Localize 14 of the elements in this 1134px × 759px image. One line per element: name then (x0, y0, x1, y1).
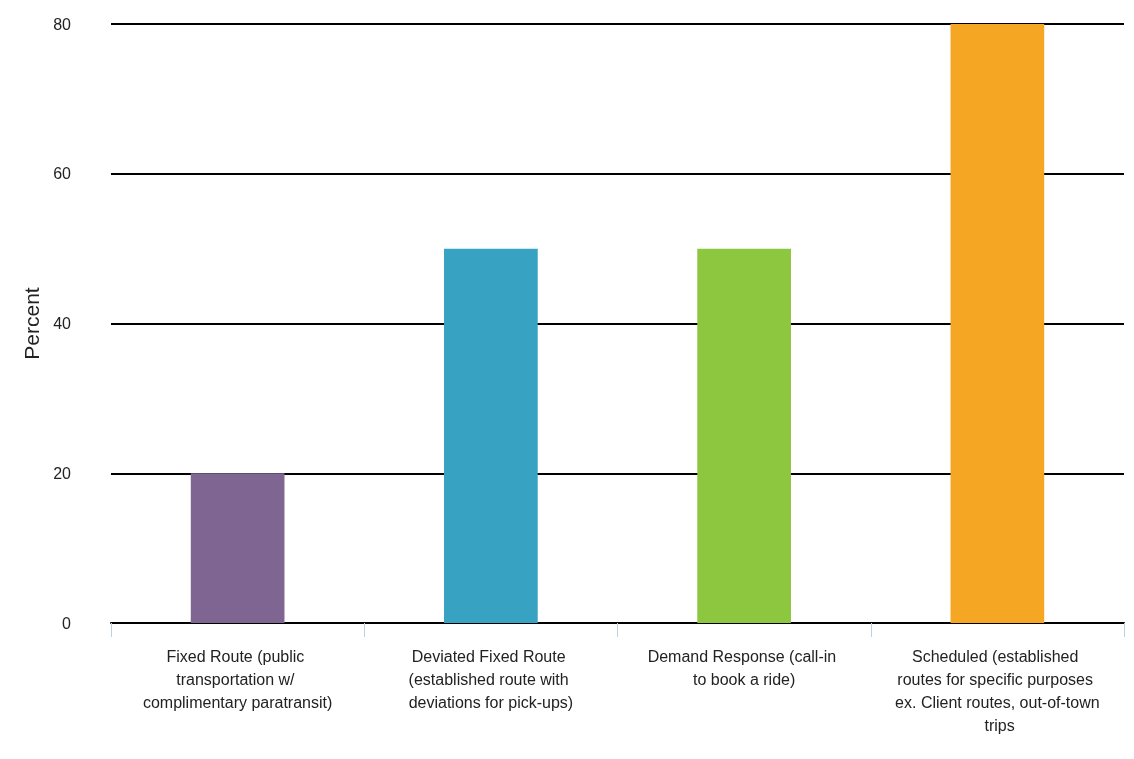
bar (950, 24, 1045, 623)
y-tick-label: 80 (53, 15, 72, 33)
x-tick-label: Deviated Fixed Route (established route with deviations for pick-ups) (408, 648, 574, 711)
y-axis-title: Percent (20, 287, 44, 360)
x-tick-label: Demand Response (call-in to book a ride) (647, 648, 841, 688)
y-tick-label: 0 (62, 614, 72, 632)
y-tick-label: 40 (53, 315, 72, 332)
bar (444, 248, 538, 623)
x-tick-label: Scheduled (established routes for specific purposes ex. Client routes, out-of-town trips (895, 648, 1100, 734)
bar (697, 248, 791, 623)
y-tick-label: 60 (53, 165, 72, 183)
y-tick-label: 20 (53, 464, 72, 482)
x-tick-label: Fixed Route (public transportation w/ complimentary paratransit) (142, 648, 333, 711)
bar (190, 473, 285, 623)
